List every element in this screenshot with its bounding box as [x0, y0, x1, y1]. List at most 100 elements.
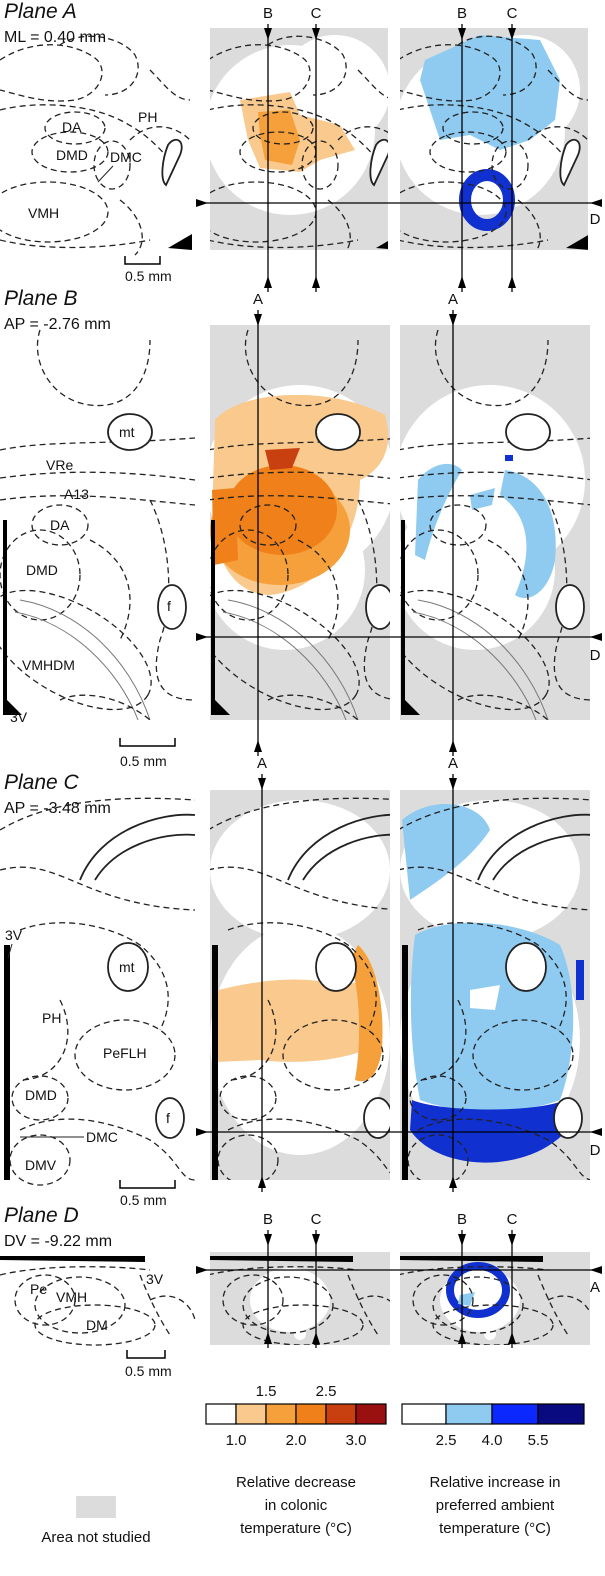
legend-tick: 1.0 [226, 1432, 247, 1449]
arrow-head [590, 633, 602, 641]
guide-lines [196, 24, 602, 1348]
scale-bar [119, 738, 176, 747]
plane-coordinate: AP = -3.48 mm [4, 800, 111, 817]
legend-not-studied: Area not studied [41, 1496, 151, 1546]
arrow-head [258, 1176, 266, 1188]
arrow-head [590, 199, 602, 207]
arrow-head [458, 1234, 466, 1246]
arrow-head [196, 1266, 208, 1274]
axis-letter: A [253, 291, 263, 308]
region-label: 3V [146, 1271, 164, 1287]
region-label: 3V [5, 927, 23, 943]
axis-letter: A [257, 755, 267, 772]
arrow-head [196, 633, 208, 641]
region-label: DMV [25, 1157, 57, 1173]
region-label: DMD [56, 147, 88, 163]
arrow-head [458, 276, 466, 288]
legend-swatch [205, 1403, 237, 1425]
axis-letter: B [457, 1211, 467, 1228]
arrow-head [458, 28, 466, 40]
arrow-head [508, 1332, 516, 1344]
legend-swatch [325, 1403, 357, 1425]
arrow-head [508, 28, 516, 40]
region-label: mt [119, 424, 135, 440]
arrow-head [254, 740, 262, 752]
panel-increase [400, 28, 588, 250]
plane-title: Plane D [4, 1204, 79, 1227]
scale-label: 0.5 mm [125, 268, 172, 284]
legend-title: Relative decrease [236, 1474, 356, 1491]
axis-letter: B [457, 5, 467, 22]
region-label: 3V [10, 709, 28, 725]
plane-c: Plane C AP = -3.48 mm 3V mt PH PeFLH DMD… [0, 755, 601, 1208]
plane-a: Plane A ML = 0.40 mm DA PH DMD DMC VMH 0… [0, 0, 601, 284]
region-label: DMC [110, 149, 142, 165]
panel-decrease [210, 325, 390, 720]
scale-bar [124, 256, 161, 265]
plane-d: Plane D DV = -9.22 mm Pe VMH 3V DM 0.5 m… [0, 1204, 600, 1379]
region-label: DMD [26, 562, 58, 578]
legend-title: in colonic [265, 1497, 328, 1514]
arrow-head [508, 276, 516, 288]
leader-line [7, 943, 13, 959]
plane-title: Plane A [4, 0, 77, 23]
arrow-head [449, 1176, 457, 1188]
axis-letter: C [507, 1211, 518, 1228]
axis-letter: B [263, 5, 273, 22]
region-label: VMH [56, 1289, 87, 1305]
arrow-head [196, 1128, 208, 1136]
region-label: VMHDM [22, 657, 75, 673]
arrow-head [254, 314, 262, 326]
region-label: PH [138, 109, 157, 125]
plane-b: Plane B AP = -2.76 mm mt VRe A13 DA DMD … [0, 287, 601, 769]
legend-tick: 2.0 [286, 1432, 307, 1449]
legend-swatch [491, 1403, 539, 1425]
atlas-left [0, 329, 196, 735]
region-label: DA [50, 517, 70, 533]
axis-letter: D [590, 1142, 601, 1159]
arrow-head [508, 1234, 516, 1246]
plane-coordinate: AP = -2.76 mm [4, 316, 111, 333]
arrow-head [312, 276, 320, 288]
region-label: DM [86, 1317, 108, 1333]
legend-title: temperature (°C) [240, 1520, 352, 1537]
panel-increase [400, 1252, 590, 1345]
legend-tick: 3.0 [346, 1432, 367, 1449]
scale-label: 0.5 mm [125, 1363, 172, 1379]
axis-letter: C [311, 1211, 322, 1228]
arrow-head [264, 1332, 272, 1344]
region-label: f [167, 598, 171, 614]
panel-increase [400, 325, 590, 720]
legend-title: Relative increase in [430, 1474, 561, 1491]
arrow-head [590, 1266, 602, 1274]
region-label: VRe [46, 457, 73, 473]
legend-title: preferred ambient [436, 1497, 555, 1514]
legend-label: Area not studied [41, 1529, 150, 1546]
axis-letter: C [311, 5, 322, 22]
axis-letter: D [590, 647, 601, 664]
axis-letter: C [507, 5, 518, 22]
arrow-head [458, 1332, 466, 1344]
legend-swatch [265, 1403, 297, 1425]
scale-label: 0.5 mm [120, 1192, 167, 1208]
axis-letter: A [590, 1279, 600, 1296]
arrow-head [264, 276, 272, 288]
legend-swatch [445, 1403, 493, 1425]
region-label: PeFLH [103, 1045, 147, 1061]
arrow-head [590, 1128, 602, 1136]
region-label: DA [62, 119, 82, 135]
legend-tick: 2.5 [316, 1383, 337, 1400]
axis-letter: D [590, 211, 601, 228]
axis-letter: B [263, 1211, 273, 1228]
scale-bar [119, 1180, 176, 1189]
legend-swatch [355, 1403, 387, 1425]
arrow-head [449, 778, 457, 790]
axis-letter: A [448, 291, 458, 308]
arrow-head [196, 199, 208, 207]
axis-letter: A [448, 755, 458, 772]
legend-increase: 2.5 4.0 5.5 Relative increase in preferr… [401, 1403, 585, 1537]
panel-decrease [210, 790, 390, 1180]
legend-tick: 4.0 [482, 1432, 503, 1449]
legend-swatch [401, 1403, 447, 1425]
legend-tick: 5.5 [528, 1432, 549, 1449]
